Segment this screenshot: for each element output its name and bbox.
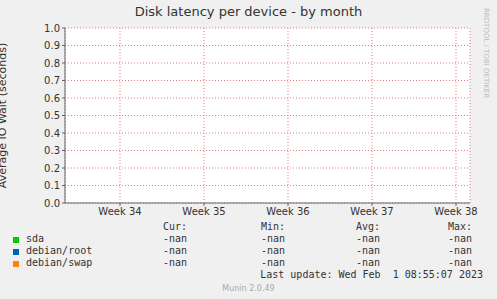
svg-text:0.2: 0.2: [44, 163, 60, 174]
html-text:-nan: -nan: [162, 245, 187, 256]
html-text:Min:: Min:: [260, 221, 285, 232]
html-text:Last update: Wed Feb 1 08:55:0: Last update: Wed Feb 1 08:55:07 2023: [260, 269, 483, 280]
html-text:-nan: -nan: [447, 245, 472, 256]
svg-text:0.9: 0.9: [44, 40, 60, 51]
svg-text:Week 38: Week 38: [434, 206, 477, 215]
html-text:Cur:: Cur:: [162, 221, 187, 232]
html-text:RRDTOOL / TOBI OETIKER: RRDTOOL / TOBI OETIKER: [482, 8, 490, 99]
svg-text:1.0: 1.0: [44, 23, 60, 34]
svg-text:0.7: 0.7: [44, 75, 60, 86]
svg-text:Week 37: Week 37: [350, 206, 393, 215]
svg-text:Week 34: Week 34: [98, 206, 141, 215]
html-text:-nan: -nan: [162, 233, 187, 244]
svg-text:0.3: 0.3: [44, 145, 60, 156]
svg-text:Week 35: Week 35: [182, 206, 225, 215]
svg-text:0.6: 0.6: [44, 93, 60, 104]
html-text:sda: sda: [26, 233, 45, 244]
html-text:-nan: -nan: [447, 257, 472, 268]
html-text:-nan: -nan: [162, 257, 187, 268]
html-text:-nan: -nan: [355, 245, 380, 256]
html-text:Max:: Max:: [447, 221, 472, 232]
html-text:Disk latency per device - by m: Disk latency per device - by month: [134, 4, 363, 19]
html-text:Avg:: Avg:: [355, 221, 380, 232]
html-text:-nan: -nan: [260, 245, 285, 256]
svg-text:0.1: 0.1: [44, 180, 60, 191]
svg-text:Week 36: Week 36: [266, 206, 309, 215]
html-text:Munin 2.0.49: Munin 2.0.49: [222, 284, 275, 293]
svg-text:0.4: 0.4: [44, 128, 60, 139]
svg-text:0.8: 0.8: [44, 58, 60, 69]
html-text:-nan: -nan: [260, 257, 285, 268]
svg-text:0.0: 0.0: [44, 198, 60, 209]
html-text:-nan: -nan: [447, 233, 472, 244]
html-text:debian/swap: debian/swap: [26, 257, 93, 268]
html-text:-nan: -nan: [260, 233, 285, 244]
html-text:-nan: -nan: [355, 257, 380, 268]
svg-text:Average IO Wait (seconds): Average IO Wait (seconds): [8, 43, 9, 188]
html-text:debian/root: debian/root: [26, 245, 93, 256]
html-text:-nan: -nan: [355, 233, 380, 244]
svg-text:0.5: 0.5: [44, 110, 60, 121]
